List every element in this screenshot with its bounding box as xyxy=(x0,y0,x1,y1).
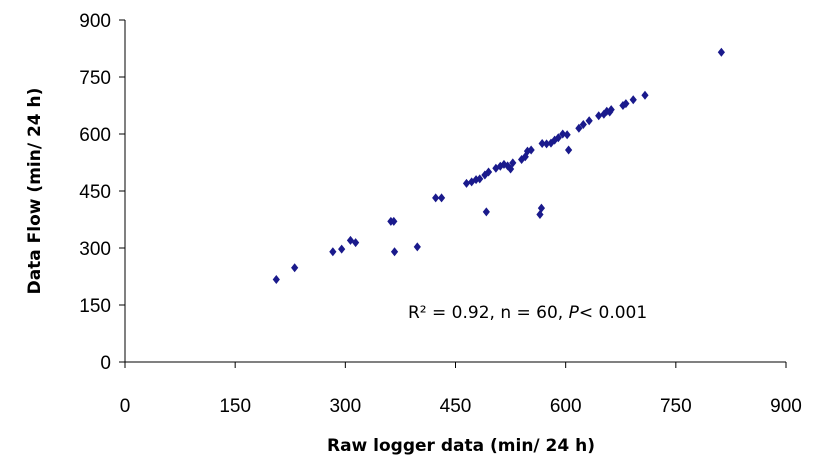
y-ticks: 0 150 300 450 600 750 900 xyxy=(79,11,125,374)
x-tick-label: 150 xyxy=(219,396,251,417)
data-point xyxy=(536,210,544,220)
data-point xyxy=(538,139,546,148)
data-point xyxy=(484,167,493,177)
data-point xyxy=(492,163,500,173)
annotation-suffix: < 0.001 xyxy=(579,303,647,323)
data-point xyxy=(329,247,337,257)
x-tick-label: 900 xyxy=(770,396,802,417)
data-point xyxy=(559,129,567,139)
data-point xyxy=(629,95,637,105)
data-point xyxy=(506,164,515,174)
data-point xyxy=(607,105,615,115)
data-point xyxy=(390,247,399,257)
x-ticks: 0 150 300 450 600 750 900 xyxy=(120,362,802,417)
data-point xyxy=(537,203,546,213)
data-point xyxy=(563,130,571,140)
x-axis-title: Raw logger data (min/ 24 h) xyxy=(327,436,595,456)
data-point xyxy=(462,178,471,188)
y-axis-title: Data Flow (min/ 24 h) xyxy=(25,88,45,295)
data-point xyxy=(622,99,630,109)
data-point xyxy=(390,216,398,226)
y-tick-label: 150 xyxy=(79,296,111,317)
y-tick-label: 600 xyxy=(79,125,111,146)
fit-statistics-annotation: R² = 0.92, n = 60, P< 0.001 xyxy=(408,303,647,323)
data-point xyxy=(496,161,504,171)
x-tick-label: 600 xyxy=(550,396,582,417)
data-point xyxy=(352,238,360,248)
y-tick-label: 0 xyxy=(100,353,111,374)
data-point xyxy=(482,207,490,217)
data-point xyxy=(554,133,562,143)
data-point xyxy=(641,90,649,100)
x-tick-label: 450 xyxy=(440,396,472,417)
annotation-p-italic: P xyxy=(569,303,580,323)
data-point xyxy=(717,47,725,57)
data-point xyxy=(579,120,587,129)
data-point xyxy=(432,193,440,203)
data-point xyxy=(338,244,346,254)
data-point xyxy=(272,275,280,285)
data-point xyxy=(476,174,484,184)
x-tick-label: 0 xyxy=(120,396,131,417)
annotation-prefix: R² = 0.92, n = 60, xyxy=(408,303,569,323)
data-point xyxy=(595,111,603,121)
y-tick-label: 450 xyxy=(79,182,111,203)
data-point xyxy=(527,145,535,155)
data-point xyxy=(437,193,446,203)
data-points xyxy=(272,47,725,285)
x-tick-label: 300 xyxy=(329,396,361,417)
data-point xyxy=(291,263,299,273)
data-point xyxy=(518,154,526,164)
data-point xyxy=(565,145,573,155)
data-point xyxy=(575,123,583,133)
y-tick-label: 750 xyxy=(79,68,111,89)
data-point xyxy=(619,101,627,110)
y-tick-label: 300 xyxy=(79,239,111,260)
data-point xyxy=(585,116,593,126)
data-point xyxy=(413,242,421,252)
data-point xyxy=(509,158,517,168)
data-point xyxy=(542,139,551,149)
x-tick-label: 750 xyxy=(660,396,692,417)
y-tick-label: 900 xyxy=(79,11,111,32)
data-point xyxy=(481,170,489,180)
